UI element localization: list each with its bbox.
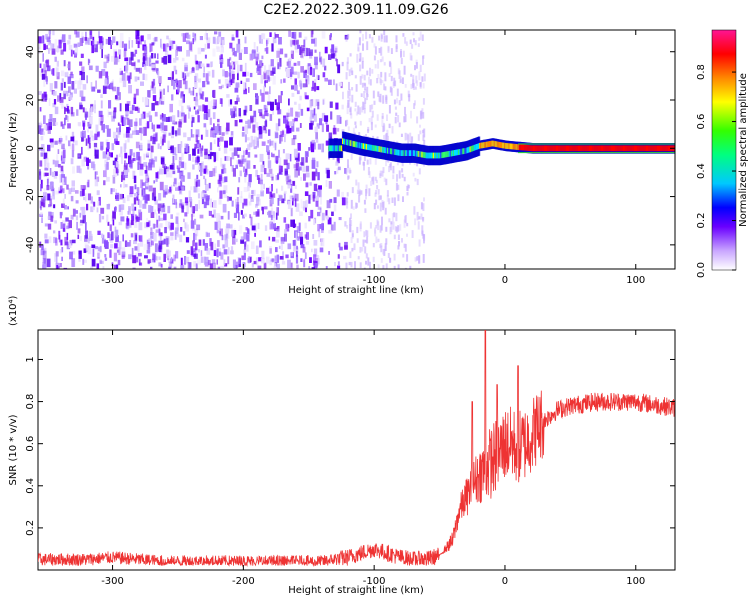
x-tick-label: -100 bbox=[363, 576, 386, 587]
bottom-y-multiplier: (x10⁴) bbox=[8, 295, 19, 326]
y-tick-label: -20 bbox=[25, 188, 36, 204]
y-tick-label: 0.6 bbox=[25, 436, 36, 452]
y-tick-label: 0.8 bbox=[25, 394, 36, 410]
y-tick-label: 0 bbox=[25, 145, 36, 151]
x-tick-label: 0 bbox=[502, 576, 508, 587]
colorbar-tick-label: 0.6 bbox=[696, 114, 707, 130]
figure-title: C2E2.2022.309.11.09.G26 bbox=[263, 2, 448, 18]
colorbar-tick-label: 0.8 bbox=[696, 64, 707, 80]
y-tick-label: 0.4 bbox=[25, 478, 36, 494]
spectrogram-heatmap bbox=[38, 30, 675, 269]
top-x-axis: -300 -200 -100 0 100 bbox=[101, 30, 645, 286]
colorbar-tick-label: 0.4 bbox=[696, 163, 707, 179]
x-tick-label: -300 bbox=[101, 576, 124, 587]
y-tick-label: 0.2 bbox=[25, 520, 36, 536]
x-tick-label: -300 bbox=[101, 275, 124, 286]
colorbar-label: Normalized spectral amplitude bbox=[738, 73, 749, 227]
x-tick-label: -200 bbox=[232, 275, 255, 286]
x-tick-label: 100 bbox=[626, 576, 645, 587]
bottom-plot-frame bbox=[37, 329, 676, 571]
x-tick-label: -200 bbox=[232, 576, 255, 587]
bottom-x-axis: -300 -200 -100 0 100 bbox=[101, 330, 645, 587]
bottom-y-axis-label: SNR (10 * v/v) bbox=[8, 414, 19, 485]
y-tick-label: 20 bbox=[25, 94, 36, 107]
top-y-axis: -40 -20 0 20 40 bbox=[25, 45, 675, 253]
snr-line-series bbox=[38, 330, 675, 568]
colorbar-axis: 0.0 0.2 0.4 0.6 0.8 bbox=[696, 64, 736, 278]
bottom-y-axis: 0.2 0.4 0.6 0.8 1 bbox=[25, 356, 675, 536]
y-tick-label: 40 bbox=[25, 45, 36, 58]
colorbar-tick-label: 0.0 bbox=[696, 262, 707, 278]
x-tick-label: 0 bbox=[502, 275, 508, 286]
colorbar-tick-label: 0.2 bbox=[696, 213, 707, 229]
snr-line bbox=[38, 330, 675, 568]
top-y-axis-label: Frequency (Hz) bbox=[8, 112, 19, 188]
top-plot-frame bbox=[37, 29, 676, 270]
x-tick-label: 100 bbox=[626, 275, 645, 286]
y-tick-label: 1 bbox=[25, 356, 36, 362]
bottom-x-axis-label: Height of straight line (km) bbox=[288, 585, 424, 596]
top-x-axis-label: Height of straight line (km) bbox=[288, 285, 424, 296]
colorbar bbox=[711, 29, 737, 271]
y-tick-label: -40 bbox=[25, 237, 36, 253]
x-tick-label: -100 bbox=[363, 275, 386, 286]
